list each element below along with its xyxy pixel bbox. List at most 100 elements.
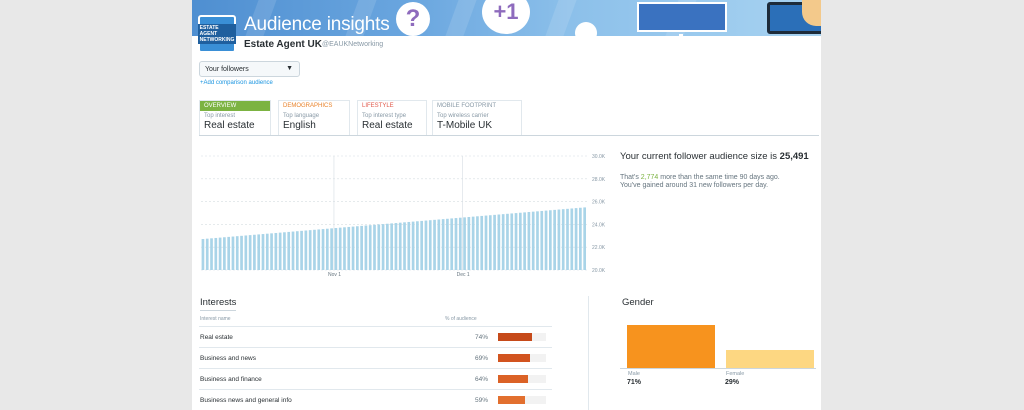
interest-row[interactable]: Business news and general info 59% xyxy=(199,389,552,410)
interest-pct: 74% xyxy=(475,334,489,341)
growth-suffix: more than the same time 90 days ago. xyxy=(658,174,780,181)
chart-bar xyxy=(274,232,278,270)
interest-pct: 69% xyxy=(475,355,489,362)
interest-bar-track xyxy=(498,333,546,341)
tab-subtitle: Top wireless carrier xyxy=(437,113,489,119)
audience-selector[interactable]: Your followers ▼ xyxy=(199,61,300,77)
tab-label: OVERVIEW xyxy=(200,101,270,111)
chart-bar xyxy=(428,220,432,270)
chart-bar xyxy=(463,217,466,270)
question-bubble-icon: ? xyxy=(396,2,430,36)
chart-bar xyxy=(570,208,574,270)
tab-subtitle: Top interest type xyxy=(362,113,407,119)
chart-bar xyxy=(257,234,261,270)
chart-bar xyxy=(497,214,501,270)
chart-bar xyxy=(270,233,273,270)
chart-bar xyxy=(510,213,514,270)
chart-bar xyxy=(205,238,209,270)
banner-laptop-illustration xyxy=(767,2,821,34)
growth-summary: That's 2,774 more than the same time 90 … xyxy=(620,174,780,181)
add-comparison-link[interactable]: +Add comparison audience xyxy=(200,80,273,86)
chart-bar xyxy=(450,218,454,270)
tab-value: T-Mobile UK xyxy=(437,120,493,131)
chart-bar xyxy=(295,231,299,270)
tab-overview[interactable]: OVERVIEW Top interest Real estate xyxy=(199,100,271,135)
audience-selector-value: Your followers xyxy=(205,66,249,73)
interest-bar xyxy=(498,375,528,383)
chart-bar xyxy=(210,238,213,270)
chart-bar xyxy=(304,230,308,270)
x-tick-label: Nov 1 xyxy=(328,272,341,278)
interest-pct: 64% xyxy=(475,376,489,383)
interest-pct-header: % of audience xyxy=(445,316,477,322)
interest-bar-track xyxy=(498,354,546,362)
chart-bar xyxy=(506,213,509,270)
gender-pct-female: 29% xyxy=(725,379,740,386)
y-tick-label: 22.0K xyxy=(592,245,606,251)
chart-bar xyxy=(416,221,419,270)
tab-label: LIFESTYLE xyxy=(362,103,394,109)
y-tick-label: 24.0K xyxy=(592,222,606,228)
follower-growth-chart: 30.0K 28.0K 26.0K 24.0K 22.0K 20.0K Nov 1 Dec 1 xyxy=(199,148,609,280)
chart-bar xyxy=(398,222,402,270)
interest-bar xyxy=(498,354,531,362)
chart-bar xyxy=(377,224,381,270)
chart-bar xyxy=(308,230,312,270)
chart-bar xyxy=(471,216,475,270)
tab-demographics[interactable]: DEMOGRAPHICS Top language English xyxy=(278,100,350,135)
interest-row[interactable]: Business and finance 64% xyxy=(199,368,552,389)
chart-bar xyxy=(561,209,565,270)
chart-bar xyxy=(403,222,406,270)
tab-label: DEMOGRAPHICS xyxy=(283,103,333,109)
header-banner: ? +1 xyxy=(192,0,821,36)
chart-bar xyxy=(240,235,243,270)
interest-row[interactable]: Business and news 69% xyxy=(199,347,552,368)
chart-bar xyxy=(313,229,316,270)
chart-bar xyxy=(300,230,303,270)
small-bubble-icon xyxy=(575,22,597,36)
chart-bar xyxy=(484,215,488,270)
interest-name: Business news and general info xyxy=(200,397,292,404)
chart-bar xyxy=(373,224,376,270)
chart-bar xyxy=(476,216,479,270)
tab-value: Real estate xyxy=(362,120,413,131)
chart-bar xyxy=(214,237,218,270)
x-tick-label: Dec 1 xyxy=(457,272,470,278)
chart-bar xyxy=(394,223,398,270)
gender-title: Gender xyxy=(622,297,654,308)
tab-subtitle: Top interest xyxy=(204,113,236,119)
daily-growth-summary: You've gained around 31 new followers pe… xyxy=(620,182,769,189)
follower-growth-svg: 30.0K 28.0K 26.0K 24.0K 22.0K 20.0K Nov 1 Dec 1 xyxy=(201,154,606,278)
chart-bar xyxy=(261,234,265,270)
tab-subtitle: Top language xyxy=(283,113,320,119)
chart-bar xyxy=(351,226,355,270)
chart-bar xyxy=(493,214,496,270)
chart-bar xyxy=(291,231,295,270)
interest-name: Business and news xyxy=(200,355,257,362)
interest-bar-track xyxy=(498,375,546,383)
chart-bar xyxy=(574,208,578,270)
growth-prefix: That's xyxy=(620,174,641,181)
interest-row[interactable]: Real estate 74% xyxy=(199,326,552,347)
chevron-down-icon: ▼ xyxy=(286,65,293,72)
chart-bar xyxy=(557,209,561,270)
chart-bar xyxy=(244,235,248,270)
chart-bar xyxy=(454,218,458,270)
y-tick-label: 28.0K xyxy=(592,177,606,183)
chart-bar xyxy=(390,223,393,270)
chart-bar xyxy=(536,211,539,270)
chart-bar xyxy=(235,236,239,270)
plus-one-bubble-icon: +1 xyxy=(482,0,530,34)
y-tick-label: 30.0K xyxy=(592,154,606,160)
tab-mobile-footprint[interactable]: MOBILE FOOTPRINT Top wireless carrier T-… xyxy=(432,100,522,135)
account-logo: ESTATE AGENT NETWORKING xyxy=(197,15,237,53)
chart-bar xyxy=(381,224,385,270)
chart-bar xyxy=(467,216,471,270)
chart-bar xyxy=(488,215,492,270)
gender-label-female: Female xyxy=(726,371,745,377)
chart-bar xyxy=(317,229,321,270)
audience-size-value: 25,491 xyxy=(779,151,809,162)
chart-bar xyxy=(420,220,424,270)
tab-lifestyle[interactable]: LIFESTYLE Top interest type Real estate xyxy=(357,100,427,135)
tab-value: Real estate xyxy=(204,120,255,131)
